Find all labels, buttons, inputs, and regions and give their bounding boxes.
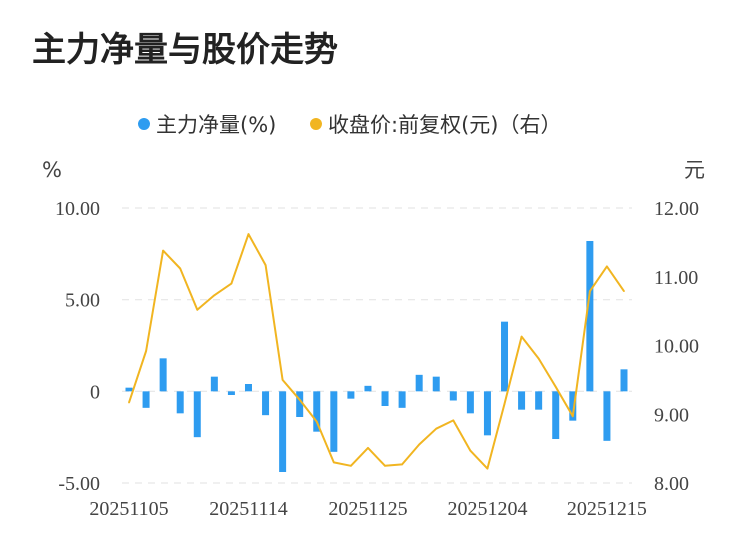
net-volume-bar xyxy=(364,385,372,392)
close-price-point xyxy=(333,461,335,464)
legend-marker-close-price xyxy=(310,118,322,130)
close-price-point xyxy=(350,465,352,467)
net-volume-bar xyxy=(535,391,543,410)
close-price-point xyxy=(315,421,318,423)
close-price-point xyxy=(196,308,199,311)
left-tick-label: 10.00 xyxy=(55,198,100,220)
net-volume-bar xyxy=(466,391,474,414)
right-tick-label: 10.00 xyxy=(654,336,699,358)
right-tick-label: 12.00 xyxy=(654,198,699,220)
net-volume-bar xyxy=(620,369,628,392)
close-price-point xyxy=(606,265,608,268)
close-price-point xyxy=(571,415,574,418)
net-volume-bar xyxy=(244,384,252,392)
net-volume-bar xyxy=(483,391,491,436)
right-tick-label: 11.00 xyxy=(654,267,698,289)
close-price-point xyxy=(281,379,284,381)
close-price-point xyxy=(486,467,489,470)
close-price-point xyxy=(623,290,625,292)
net-volume-bar xyxy=(415,374,423,392)
net-volume-bar xyxy=(347,391,355,399)
net-volume-bar xyxy=(262,391,270,416)
net-volume-bar xyxy=(552,391,560,439)
net-volume-bar xyxy=(330,391,338,452)
net-volume-bar xyxy=(603,391,611,441)
left-axis-unit: % xyxy=(42,158,62,182)
close-price-point xyxy=(435,427,438,430)
close-price-point xyxy=(179,267,182,270)
x-tick-label: 20251125 xyxy=(328,498,407,520)
left-tick-label: -5.00 xyxy=(58,473,100,495)
net-volume-bar xyxy=(518,391,526,410)
close-price-point xyxy=(213,294,216,297)
close-price-point xyxy=(520,335,523,338)
x-tick-label: 20251105 xyxy=(89,498,168,520)
x-tick-label: 20251114 xyxy=(209,498,288,520)
net-volume-bar xyxy=(501,321,509,392)
close-price-point xyxy=(230,282,233,285)
right-axis-ticks: 12.00 11.00 10.00 9.00 8.00 xyxy=(654,198,699,495)
close-price-point xyxy=(247,233,250,235)
legend-label-close-price: 收盘价:前复权(元)（右） xyxy=(328,113,561,137)
right-tick-label: 9.00 xyxy=(654,404,689,426)
net-volume-bar xyxy=(176,391,184,414)
right-axis-unit: 元 xyxy=(684,158,705,182)
left-tick-label: 0 xyxy=(90,381,100,403)
net-volume-bar xyxy=(586,241,594,392)
close-price-point xyxy=(384,465,386,467)
x-tick-label: 20251215 xyxy=(567,498,647,520)
right-tick-label: 8.00 xyxy=(654,473,689,495)
close-price-point xyxy=(452,419,455,422)
net-volume-bar xyxy=(210,376,218,392)
close-price-point xyxy=(537,357,540,360)
net-volume-bar xyxy=(296,391,304,417)
close-price-line xyxy=(128,233,625,470)
x-axis-ticks: 20251105 20251114 20251125 20251204 20251215 xyxy=(89,498,647,520)
legend-marker-net-volume xyxy=(138,118,150,130)
chart-title: 主力净量与股价走势 xyxy=(32,30,338,70)
net-volume-bar xyxy=(381,391,389,406)
close-price-point xyxy=(503,403,506,405)
close-price-point xyxy=(589,290,591,292)
net-volume-bar xyxy=(569,391,577,421)
close-price-point xyxy=(418,443,420,446)
net-volume-bar xyxy=(142,391,150,408)
net-volume-bar xyxy=(193,391,201,438)
close-price-point xyxy=(264,264,267,266)
left-tick-label: 5.00 xyxy=(65,290,100,312)
net-volume-bar xyxy=(313,391,321,432)
grid-lines xyxy=(122,207,632,484)
legend: 主力净量(%) 收盘价:前复权(元)（右） xyxy=(138,113,561,137)
close-price-point xyxy=(469,449,472,452)
net-volume-bar xyxy=(125,387,133,392)
net-volume-bar xyxy=(279,391,287,472)
close-price-point xyxy=(128,401,130,404)
net-volume-bar xyxy=(159,358,167,392)
close-price-point xyxy=(401,463,403,466)
left-axis-ticks: 10.00 5.00 0 -5.00 xyxy=(55,198,100,495)
x-tick-label: 20251204 xyxy=(447,498,527,520)
net-volume-bars xyxy=(125,241,628,472)
net-volume-bar xyxy=(432,376,440,392)
net-volume-bar xyxy=(398,391,406,408)
close-price-point xyxy=(162,249,164,252)
net-volume-bar xyxy=(449,391,457,401)
close-price-point xyxy=(145,350,147,352)
close-price-point xyxy=(367,447,369,449)
close-price-line-group xyxy=(128,233,625,470)
close-price-point xyxy=(298,399,301,401)
legend-label-net-volume: 主力净量(%) xyxy=(156,113,276,137)
net-volume-bar xyxy=(227,391,235,395)
close-price-point xyxy=(554,385,557,388)
